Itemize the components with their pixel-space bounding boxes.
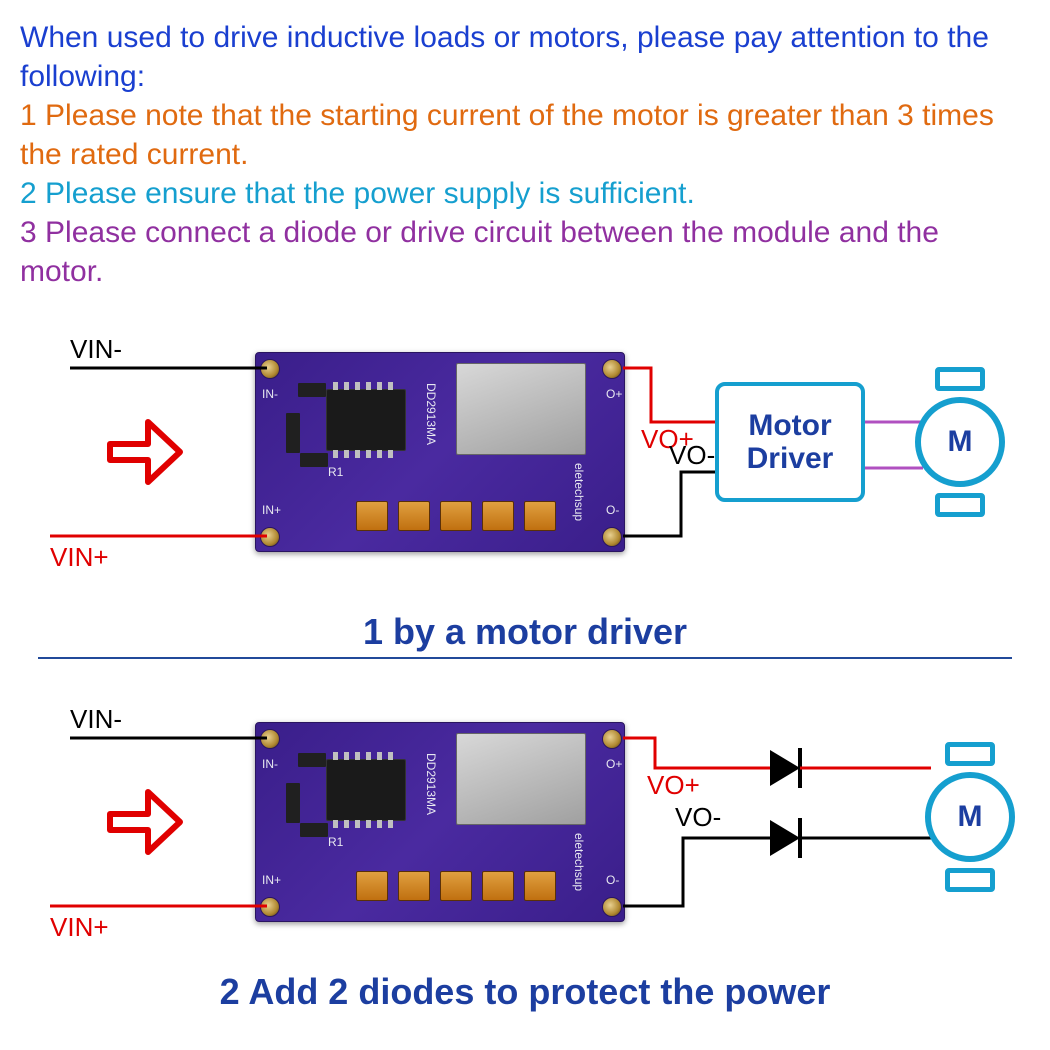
silkscreen-silk_in_plus: IN+: [262, 873, 281, 887]
solder-pad: [260, 359, 280, 379]
caption-2: 2 Add 2 diodes to protect the power: [20, 971, 1030, 1013]
intro-line-3: 3 Please connect a diode or drive circui…: [20, 213, 1030, 291]
silkscreen-silk_o_plus: O+: [606, 757, 622, 771]
silkscreen-brand: eletechsup: [572, 833, 586, 891]
diagram-2: IN- IN+ R1 DD2913MA eletechsup O+ O- VIN- VIN+ VO…: [30, 667, 1040, 967]
silkscreen-model: DD2913MA: [424, 383, 438, 445]
motor-brush: [945, 742, 995, 766]
solder-pad: [602, 897, 622, 917]
label-vin-minus: VIN-: [70, 334, 122, 365]
silkscreen-model: DD2913MA: [424, 753, 438, 815]
wire-vo-plus: [623, 368, 715, 422]
diagram-1: IN- IN+ R1 DD2913MA eletechsup O+ O- VIN- VIN+ VO…: [30, 297, 1040, 607]
smd-part: [300, 823, 328, 837]
capacitor: [524, 871, 556, 901]
label-vo-plus: VO+: [647, 770, 700, 801]
intro-line-2: 2 Please ensure that the power supply is…: [20, 174, 1030, 213]
label-vo-minus: VO-: [675, 802, 721, 833]
smd-part: [298, 753, 326, 767]
smd-part: [286, 413, 300, 453]
solder-pad: [602, 527, 622, 547]
silkscreen-silk_in_minus: IN-: [262, 757, 278, 771]
wire-vo-plus: [623, 738, 770, 768]
caption-1: 1 by a motor driver: [20, 611, 1030, 653]
capacitor: [398, 501, 430, 531]
main-ic: [326, 389, 406, 451]
motor-body: M: [915, 397, 1005, 487]
capacitor: [440, 871, 472, 901]
smd-part: [300, 453, 328, 467]
solder-pad: [260, 897, 280, 917]
solder-pad: [260, 729, 280, 749]
silkscreen-silk_r1: R1: [328, 465, 343, 479]
input-arrow-icon: [110, 792, 180, 852]
inductor-shield: [456, 733, 586, 825]
silkscreen-brand: eletechsup: [572, 463, 586, 521]
capacitor: [482, 501, 514, 531]
motor-body: M: [925, 772, 1015, 862]
motor-brush: [945, 868, 995, 892]
solder-pad: [602, 359, 622, 379]
smd-part: [298, 383, 326, 397]
motor-brush: [935, 367, 985, 391]
solder-pad: [602, 729, 622, 749]
capacitor: [356, 501, 388, 531]
solder-pad: [260, 527, 280, 547]
inductor-shield: [456, 363, 586, 455]
motor-driver-box: MotorDriver: [715, 382, 865, 502]
wire-vo-minus: [623, 838, 770, 906]
label-vin-minus: VIN-: [70, 704, 122, 735]
smd-part: [286, 783, 300, 823]
divider: [38, 657, 1012, 659]
motor-symbol: M: [915, 367, 1005, 517]
intro-line-1: 1 Please note that the starting current …: [20, 96, 1030, 174]
capacitor: [482, 871, 514, 901]
wire-vo-minus: [623, 472, 715, 536]
diode-icon: [770, 818, 800, 858]
capacitor: [398, 871, 430, 901]
pcb-module: IN- IN+ R1 DD2913MA eletechsup O+ O-: [255, 722, 625, 922]
silkscreen-silk_o_plus: O+: [606, 387, 622, 401]
label-vin-plus: VIN+: [50, 542, 109, 573]
capacitor: [440, 501, 472, 531]
silkscreen-silk_in_plus: IN+: [262, 503, 281, 517]
silkscreen-silk_o_minus: O-: [606, 873, 619, 887]
motor-symbol: M: [925, 742, 1015, 892]
silkscreen-silk_in_minus: IN-: [262, 387, 278, 401]
motor-brush: [935, 493, 985, 517]
capacitor: [356, 871, 388, 901]
pcb-module: IN- IN+ R1 DD2913MA eletechsup O+ O-: [255, 352, 625, 552]
capacitor: [524, 501, 556, 531]
silkscreen-silk_o_minus: O-: [606, 503, 619, 517]
main-ic: [326, 759, 406, 821]
intro-line-0: When used to drive inductive loads or mo…: [20, 18, 1030, 96]
label-vo-minus: VO-: [669, 440, 715, 471]
silkscreen-silk_r1: R1: [328, 835, 343, 849]
diode-icon: [770, 748, 800, 788]
input-arrow-icon: [110, 422, 180, 482]
label-vin-plus: VIN+: [50, 912, 109, 943]
intro-block: When used to drive inductive loads or mo…: [20, 18, 1030, 291]
